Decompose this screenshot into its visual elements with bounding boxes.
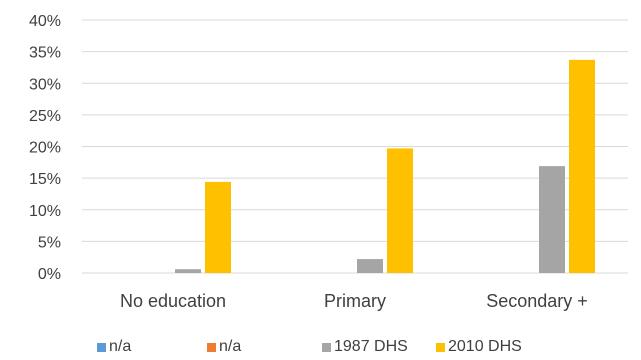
x-axis-ticks: No education Primary Secondary + — [120, 291, 588, 311]
bar-2010-dhs-secondary- — [569, 59, 595, 273]
y-tick-label: 35% — [29, 45, 61, 62]
legend-swatch — [436, 342, 445, 352]
legend-swatch — [97, 342, 106, 352]
bars — [175, 59, 595, 273]
grid-lines — [82, 19, 628, 274]
legend: n/a n/a 1987 DHS 2010 DHS — [0, 338, 641, 360]
legend-label: 2010 DHS — [448, 338, 522, 355]
x-tick-label: Primary — [324, 291, 386, 311]
legend-item: 1987 DHS — [322, 338, 408, 356]
y-tick-label: 10% — [29, 203, 61, 220]
y-tick-label: 25% — [29, 108, 61, 125]
legend-item: n/a — [97, 338, 131, 356]
bar-1987-dhs-no-education — [175, 269, 201, 273]
legend-label: n/a — [219, 338, 242, 355]
bar-2010-dhs-no-education — [205, 181, 231, 273]
bar-chart-canvas: 0% 5% 10% 15% 20% 25% 30% 35% 40% No education Pr… — [29, 13, 628, 311]
y-tick-label: 20% — [29, 140, 61, 157]
legend-item: n/a — [207, 338, 241, 356]
y-tick-label: 15% — [29, 171, 61, 188]
bar-1987-dhs-secondary- — [539, 166, 565, 273]
x-tick-label: Secondary + — [486, 291, 588, 311]
legend-swatch — [322, 342, 331, 352]
y-tick-label: 0% — [38, 266, 61, 283]
y-tick-label: 40% — [29, 13, 61, 30]
legend-label: n/a — [109, 338, 132, 355]
legend-item: 2010 DHS — [436, 338, 522, 356]
legend-swatch — [207, 342, 216, 352]
y-tick-label: 5% — [38, 234, 61, 251]
y-axis-ticks: 0% 5% 10% 15% 20% 25% 30% 35% 40% — [29, 13, 61, 283]
x-tick-label: No education — [120, 291, 226, 311]
y-tick-label: 30% — [29, 76, 61, 93]
legend-label: 1987 DHS — [334, 338, 408, 355]
bar-2010-dhs-primary — [387, 148, 413, 273]
bar-1987-dhs-primary — [357, 259, 383, 273]
